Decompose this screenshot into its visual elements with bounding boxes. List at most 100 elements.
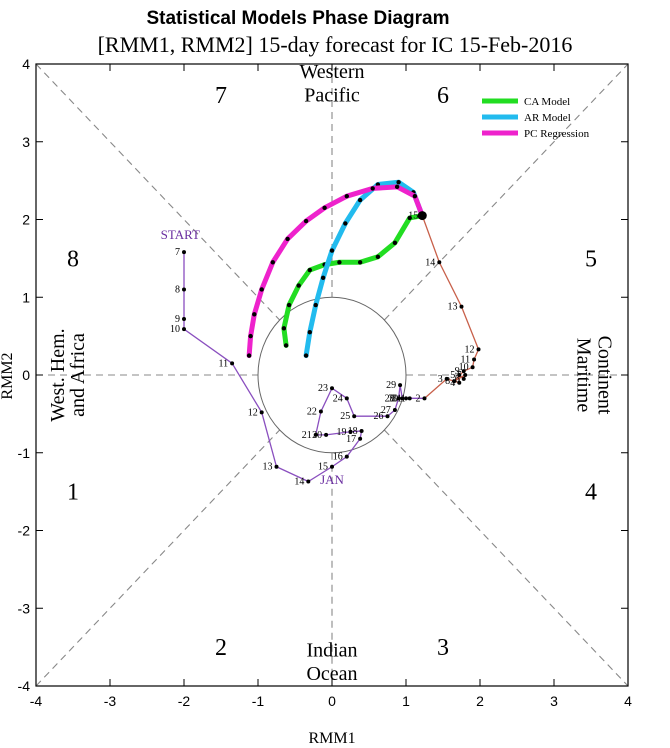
series-line-pc-regression (246, 184, 425, 359)
observed-point (392, 407, 397, 412)
observed-day-label: 6 (455, 374, 460, 385)
annotation-jan: JAN (320, 472, 344, 487)
diagonal-guide-lower-right (383, 429, 629, 687)
region-label-western-pacific-line2: Pacific (304, 84, 360, 106)
observed-day-label: 31 (392, 393, 402, 404)
phase-number-2: 2 (215, 635, 227, 661)
observed-point (330, 464, 334, 469)
observed-point (452, 379, 457, 384)
observed-point (472, 357, 477, 362)
x-tick-label: -3 (104, 693, 117, 709)
observed-day-label: 7 (175, 247, 180, 258)
observed-day-label: 15 (408, 211, 418, 222)
y-tick-label: 1 (22, 289, 30, 305)
observed-point (407, 396, 412, 401)
y-tick-label: 3 (22, 134, 30, 150)
legend-label-ca-model: CA Model (524, 96, 570, 108)
series-point-ar-model (329, 248, 335, 253)
series-point-ca-model (283, 343, 289, 348)
phase-number-5: 5 (585, 246, 597, 272)
observed-point (230, 361, 235, 366)
observed-day-label: 14 (294, 477, 304, 488)
annotations: START JAN (161, 227, 345, 487)
x-tick-label: 2 (476, 693, 484, 709)
series-point-pc-regression (259, 287, 264, 292)
region-label-indian-ocean-line2: Ocean (306, 663, 357, 685)
observed-point (182, 317, 186, 322)
region-label-west-hem-line2: and Africa (67, 333, 89, 417)
phase-number-7: 7 (215, 83, 227, 109)
phase-number-6: 6 (437, 83, 449, 109)
observed-point (476, 347, 481, 352)
series-point-ca-model (375, 254, 381, 260)
observed-point (344, 396, 349, 401)
observed-point (385, 414, 390, 419)
chart-title: Statistical Models Phase Diagram (146, 8, 449, 29)
observed-day-label: 28 (385, 393, 395, 404)
y-tick-label: 0 (22, 367, 30, 383)
observed-point (404, 396, 408, 401)
observed-point (182, 327, 186, 332)
series-point-ca-model (392, 240, 398, 246)
observed-day-label: 2 (416, 393, 421, 404)
x-axis-label: RMM1 (308, 730, 355, 747)
series-point-ar-model (303, 353, 309, 358)
observed-day-label: 9 (455, 366, 460, 377)
observed-point (306, 479, 311, 484)
x-tick-label: 0 (328, 693, 336, 709)
series-line-ca-model (281, 213, 425, 348)
observed-point (182, 250, 186, 255)
y-tick-label: -2 (18, 523, 31, 539)
observed-point (330, 386, 334, 391)
series-point-ar-model (313, 302, 318, 308)
x-tick-label: 3 (550, 693, 558, 709)
series-point-ar-model (320, 275, 326, 281)
observed-point (344, 454, 349, 459)
observed-day-label: 19 (337, 427, 347, 438)
chart-subtitle: [RMM1, RMM2] 15-day forecast for IC 15-F… (98, 32, 573, 57)
observed-day-label: 23 (318, 383, 328, 394)
observed-day-label: 13 (448, 302, 458, 313)
observed-day-label: 25 (340, 411, 350, 422)
y-tick-label: -3 (18, 600, 31, 616)
observed-point (444, 376, 449, 381)
observed-point (400, 396, 405, 401)
phase-number-3: 3 (437, 635, 449, 661)
observed-point (358, 436, 363, 441)
observed-day-label: 3 (438, 374, 443, 385)
observed-point (437, 260, 442, 265)
observed-trajectory: 7891011121314151617181920212223242526272… (170, 211, 481, 488)
series-point-ca-model (357, 260, 363, 265)
observed-point (463, 373, 468, 377)
observed-day-label: 11 (218, 358, 228, 369)
observed-point (398, 383, 403, 388)
observed-day-label: 14 (425, 257, 435, 268)
region-label-maritime-line2: Continent (593, 336, 615, 415)
observed-day-label: 5 (450, 370, 455, 381)
observed-day-label: 1 (401, 393, 406, 404)
series-point-pc-regression (394, 184, 400, 190)
observed-day-label: 8 (175, 284, 180, 295)
observed-point (324, 432, 329, 437)
annotation-start: START (161, 227, 200, 242)
unit-circle (257, 296, 407, 454)
region-label-western-pacific-line1: Western (299, 61, 364, 83)
phase-number-8: 8 (67, 246, 79, 272)
series-point-pc-regression (303, 218, 309, 224)
series-point-ar-model (307, 330, 312, 335)
observed-day-label: 26 (374, 411, 384, 422)
observed-day-label: 13 (263, 462, 273, 473)
observed-day-label: 29 (386, 380, 396, 391)
series-point-pc-regression (322, 205, 327, 211)
observed-day-label: 17 (346, 434, 356, 445)
x-tick-label: -2 (178, 693, 191, 709)
observed-day-label: 18 (348, 426, 358, 437)
y-tick-label: -1 (18, 445, 31, 461)
initial-condition-point (417, 211, 427, 221)
observed-point (352, 414, 357, 419)
y-axis-label: RMM2 (0, 352, 16, 399)
